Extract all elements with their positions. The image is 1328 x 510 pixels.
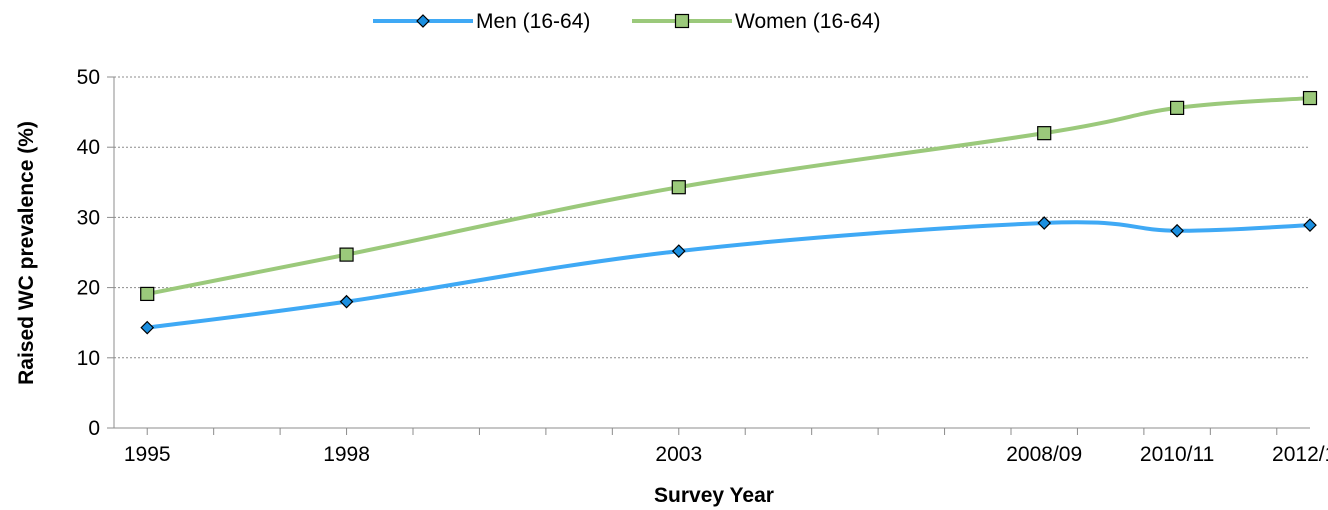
gridlines [114,76,1310,359]
series-line [145,220,1312,330]
data-point [339,294,354,309]
data-point [671,244,686,258]
legend-label: Women (16-64) [735,10,881,33]
series-group [140,90,1318,335]
legend-label: Men (16-64) [476,10,590,33]
y-tick-label: 50 [77,66,100,89]
x-tick-label: 1995 [124,443,171,466]
x-tick-label: 2008/09 [1006,443,1082,466]
y-axis-title: Raised WC prevalence (%) [15,121,38,385]
y-tick-label: 40 [77,136,100,159]
axes [107,76,1310,435]
series-women [140,90,1318,302]
data-point [1303,218,1317,232]
legend-item: Women (16-64) [632,10,881,33]
data-point [1302,90,1318,106]
data-point [1170,100,1185,115]
data-point [1170,223,1184,238]
y-tick-label: 30 [77,206,100,229]
y-tick-label: 0 [88,417,100,440]
x-tick-label: 2010/11 [1140,443,1214,466]
data-point [671,180,686,195]
x-tick-label: 2003 [655,443,702,466]
legend-item: Men (16-64) [373,10,590,33]
legend-swatch-marker [674,13,690,29]
y-tick-label: 10 [77,347,100,370]
x-tick-label: 1998 [323,443,370,466]
x-tick-label: 2012/13 [1272,443,1328,466]
data-point [339,247,354,262]
data-point [140,320,155,335]
legend-swatch-marker [416,14,430,28]
y-tick-label: 20 [77,277,100,300]
x-axis-title: Survey Year [654,484,774,507]
series-men [140,216,1317,335]
legend: Men (16-64) Women (16-64) [373,10,881,33]
x-tick-labels: 1995 1998 2003 2008/09 2010/11 2012/13 [124,443,1328,466]
data-point [140,286,155,302]
series-line [145,96,1312,296]
y-tick-labels: 0 10 20 30 40 50 [77,66,100,440]
data-point [1037,126,1052,141]
data-point [1037,216,1052,230]
